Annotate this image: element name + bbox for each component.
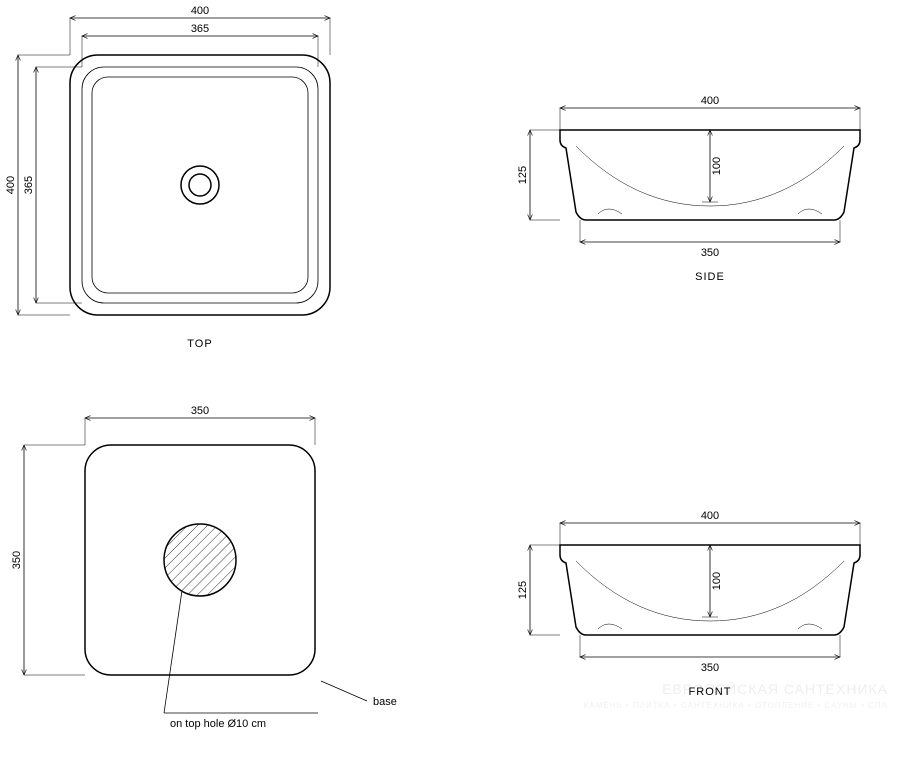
drain-inner bbox=[189, 174, 211, 196]
front-view: 400 350 125 100 FRONT bbox=[517, 510, 860, 698]
top-label: TOP bbox=[187, 338, 212, 350]
top-outer bbox=[70, 55, 330, 315]
hole-label: on top hole Ø10 cm bbox=[170, 718, 266, 730]
dim-base-h: 350 bbox=[11, 551, 23, 569]
technical-drawing: ЕВРОПЕЙСКАЯ САНТЕХНИКА КАМЕНЬ • ПЛИТКА •… bbox=[0, 0, 900, 762]
dim-side-h: 125 bbox=[517, 166, 529, 184]
side-label: SIDE bbox=[695, 271, 725, 283]
base-view: base on top hole Ø10 cm 350 350 bbox=[11, 405, 397, 730]
top-view: 400 365 400 365 TOP bbox=[5, 5, 330, 350]
dim-top-400: 400 bbox=[191, 5, 209, 17]
dim-front-ih: 100 bbox=[711, 572, 723, 590]
dim-left-365: 365 bbox=[23, 176, 35, 194]
watermark-2: КАМЕНЬ • ПЛИТКА • САНТЕХНИКА • ОТОПЛЕНИЕ… bbox=[584, 701, 888, 710]
dim-front-h: 125 bbox=[517, 581, 529, 599]
dim-side-bot: 350 bbox=[701, 247, 719, 259]
dim-top-365: 365 bbox=[191, 23, 209, 35]
dim-front-bot: 350 bbox=[701, 662, 719, 674]
dim-front-top: 400 bbox=[701, 510, 719, 522]
front-label: FRONT bbox=[689, 686, 732, 698]
side-view: 400 350 125 100 SIDE bbox=[517, 95, 860, 283]
drain-outer bbox=[181, 166, 219, 204]
dim-side-top: 400 bbox=[701, 95, 719, 107]
base-label: base bbox=[373, 696, 397, 708]
dim-left-400: 400 bbox=[5, 176, 17, 194]
top-inner bbox=[82, 67, 318, 303]
hole-icon bbox=[164, 524, 236, 596]
dim-side-ih: 100 bbox=[711, 157, 723, 175]
top-inner2 bbox=[92, 77, 308, 293]
dim-base-w: 350 bbox=[191, 405, 209, 417]
